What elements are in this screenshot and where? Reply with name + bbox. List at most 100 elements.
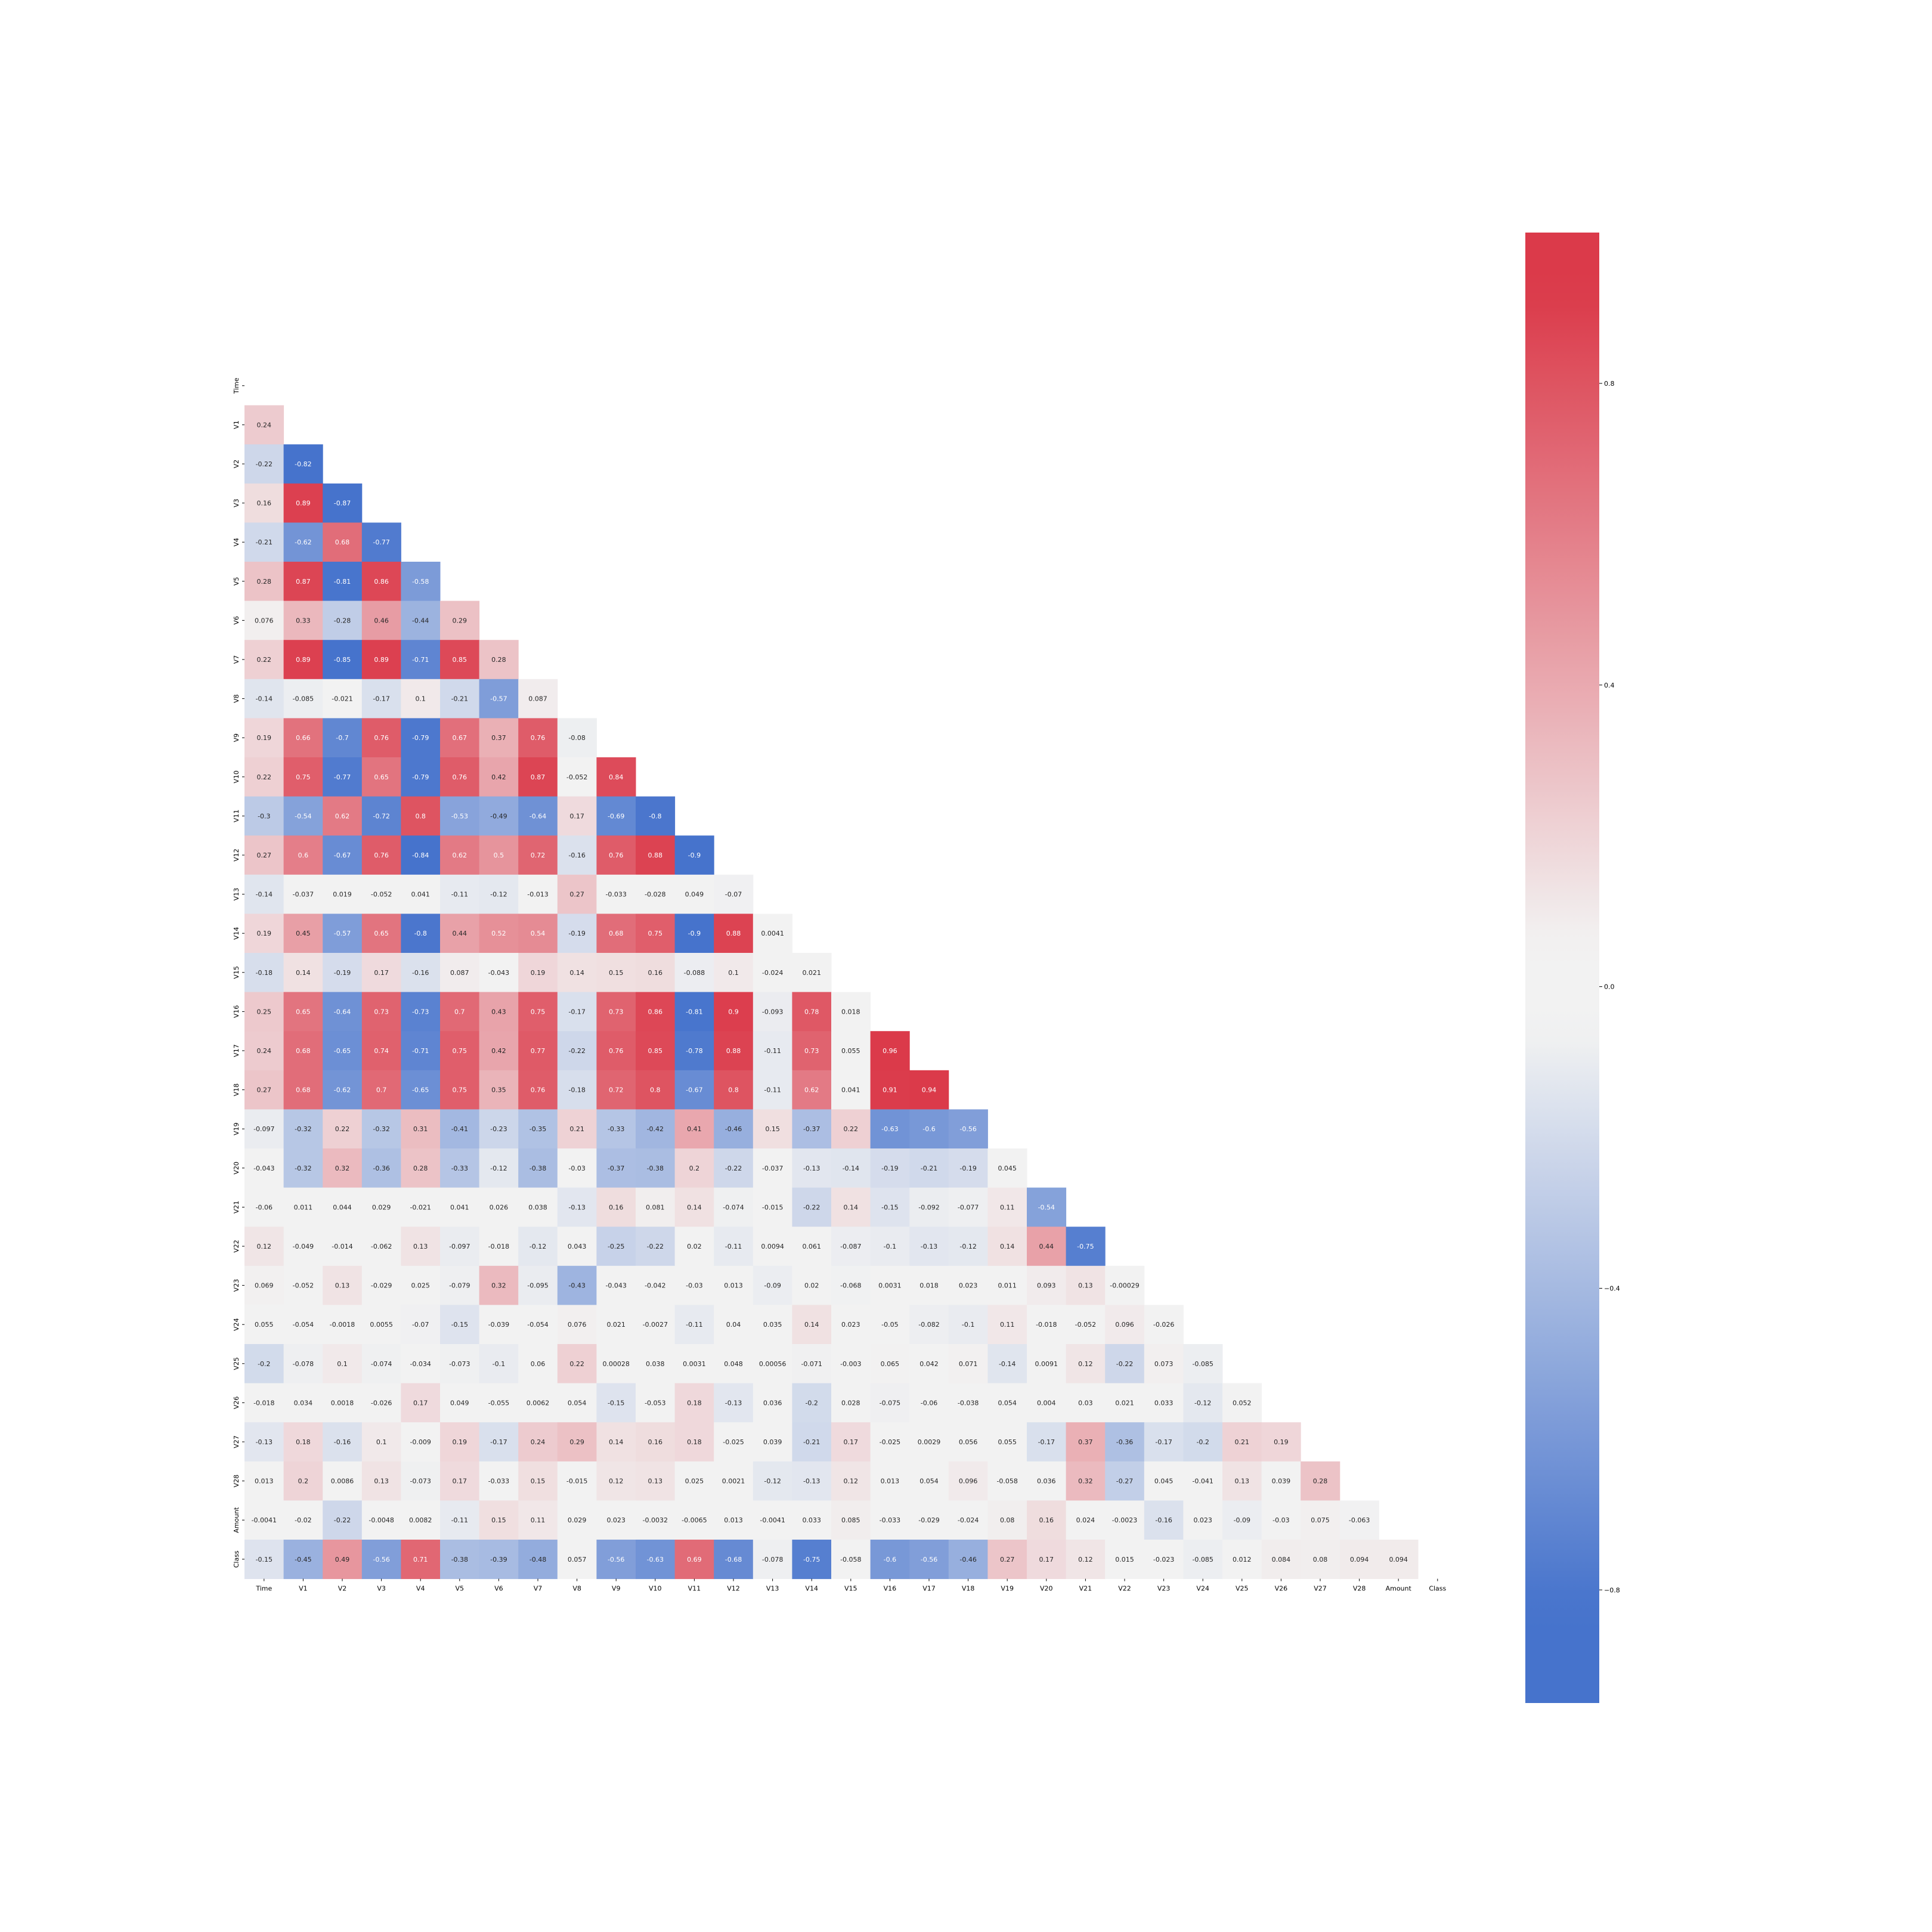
cell-value-label: -0.053 — [645, 1399, 665, 1407]
cell-value-label: 0.19 — [531, 969, 546, 977]
heatmap-cell — [401, 1187, 441, 1227]
cell-value-label: -0.12 — [490, 891, 507, 899]
cell-value-label: 0.011 — [998, 1282, 1017, 1290]
cell-value-label: 0.96 — [883, 1047, 897, 1055]
cell-value-label: 0.75 — [453, 1086, 467, 1094]
cell-value-label: 0.21 — [1235, 1438, 1250, 1446]
heatmap-cell — [283, 1305, 323, 1345]
cell-value-label: 0.17 — [374, 969, 389, 977]
cell-value-label: -0.15 — [608, 1399, 624, 1407]
cell-value-label: 0.034 — [294, 1399, 313, 1407]
cell-value-label: 0.0029 — [918, 1438, 941, 1446]
cell-value-label: -0.38 — [647, 1165, 664, 1172]
heatmap-cell — [792, 1227, 832, 1267]
y-tick-label: V1 — [233, 420, 240, 429]
cell-value-label: -0.36 — [373, 1165, 389, 1172]
heatmap-cell — [596, 1070, 636, 1110]
heatmap-cell — [1222, 1500, 1262, 1540]
cell-value-label: -0.43 — [568, 1282, 585, 1290]
cell-value-label: -0.043 — [488, 969, 509, 977]
cell-value-label: -0.14 — [843, 1165, 859, 1172]
cell-value-label: 0.12 — [1078, 1360, 1093, 1368]
cell-value-label: 0.041 — [450, 1203, 469, 1211]
cell-value-label: -0.14 — [256, 695, 273, 703]
cell-value-label: -0.16 — [334, 1438, 351, 1446]
cell-value-label: -0.8 — [414, 930, 426, 937]
heatmap-cell — [1144, 1383, 1184, 1423]
heatmap-cell — [440, 718, 480, 758]
cell-value-label: 0.023 — [1193, 1516, 1212, 1524]
heatmap-cell — [636, 1305, 676, 1345]
cell-value-label: 0.27 — [257, 852, 272, 859]
heatmap-cell — [401, 992, 441, 1032]
y-tick-label: V20 — [233, 1162, 240, 1175]
y-tick-label: V23 — [233, 1279, 240, 1292]
heatmap-cell — [1301, 1461, 1340, 1501]
heatmap-cell — [283, 640, 323, 680]
heatmap-cell — [831, 1265, 871, 1305]
heatmap-cell — [479, 1461, 519, 1501]
cell-value-label: 0.85 — [453, 656, 467, 664]
heatmap-cell — [636, 1422, 676, 1462]
y-tick-label: V14 — [233, 927, 240, 940]
heatmap-cell — [714, 1344, 754, 1384]
heatmap-cell — [518, 679, 558, 719]
x-tick-label: V22 — [1118, 1585, 1131, 1593]
heatmap-cell — [792, 1540, 832, 1580]
y-tick-label: V3 — [233, 499, 240, 507]
cell-value-label: 0.65 — [374, 930, 389, 937]
cell-value-label: 0.7 — [454, 1008, 465, 1015]
heatmap-cell — [870, 1422, 910, 1462]
heatmap-cell — [1183, 1500, 1223, 1540]
cell-value-label: 0.075 — [1311, 1516, 1330, 1524]
cell-value-label: 0.85 — [648, 1047, 663, 1055]
cell-value-label: -0.13 — [256, 1438, 273, 1446]
cell-value-label: 0.52 — [491, 930, 506, 937]
heatmap-cell — [596, 1344, 636, 1384]
cell-value-label: 0.11 — [1000, 1321, 1015, 1329]
cell-value-label: 0.68 — [335, 538, 350, 546]
heatmap-cell — [518, 1344, 558, 1384]
cell-value-label: 0.06 — [531, 1360, 546, 1368]
heatmap-cell — [557, 992, 597, 1032]
cell-value-label: 0.015 — [1115, 1556, 1134, 1563]
cell-value-label: -0.22 — [568, 1047, 585, 1055]
heatmap-cell — [244, 1109, 284, 1149]
cell-value-label: -0.034 — [410, 1360, 431, 1368]
heatmap-cell — [753, 1422, 792, 1462]
heatmap-cell — [636, 1187, 676, 1227]
heatmap-cell — [1027, 1305, 1067, 1345]
cell-value-label: -0.085 — [1192, 1360, 1213, 1368]
cell-value-label: -0.16 — [568, 852, 585, 859]
heatmap-cell — [1105, 1422, 1145, 1462]
cell-value-label: -0.35 — [530, 1125, 546, 1133]
cell-value-label: 0.24 — [257, 421, 272, 429]
heatmap-cell — [557, 757, 597, 797]
cell-value-label: -0.018 — [488, 1243, 509, 1250]
heatmap-cell — [674, 1422, 714, 1462]
heatmap-cell — [948, 1227, 988, 1267]
heatmap-cell — [401, 874, 441, 914]
heatmap-cell — [283, 1109, 323, 1149]
heatmap-cell — [557, 1265, 597, 1305]
heatmap-cell — [792, 1187, 832, 1227]
heatmap-cell — [244, 1500, 284, 1540]
cell-value-label: -0.03 — [1272, 1516, 1289, 1524]
heatmap-cell — [714, 992, 754, 1032]
heatmap-cell — [596, 1461, 636, 1501]
heatmap-cell — [596, 1187, 636, 1227]
heatmap-cell — [987, 1148, 1027, 1188]
y-tick-label: Amount — [233, 1507, 240, 1533]
heatmap-cell — [753, 1383, 792, 1423]
cell-value-label: -0.48 — [530, 1556, 546, 1563]
cell-value-label: 0.036 — [1037, 1478, 1056, 1485]
cell-value-label: 0.023 — [841, 1321, 860, 1329]
x-tick-label: V8 — [572, 1585, 581, 1593]
cell-value-label: 0.88 — [726, 1047, 741, 1055]
cell-value-label: -0.02 — [295, 1516, 311, 1524]
heatmap-cell — [870, 1187, 910, 1227]
cell-value-label: 0.9 — [728, 1008, 739, 1015]
cell-value-label: 0.89 — [374, 656, 389, 664]
heatmap-cell — [557, 1540, 597, 1580]
heatmap-cell — [557, 1109, 597, 1149]
